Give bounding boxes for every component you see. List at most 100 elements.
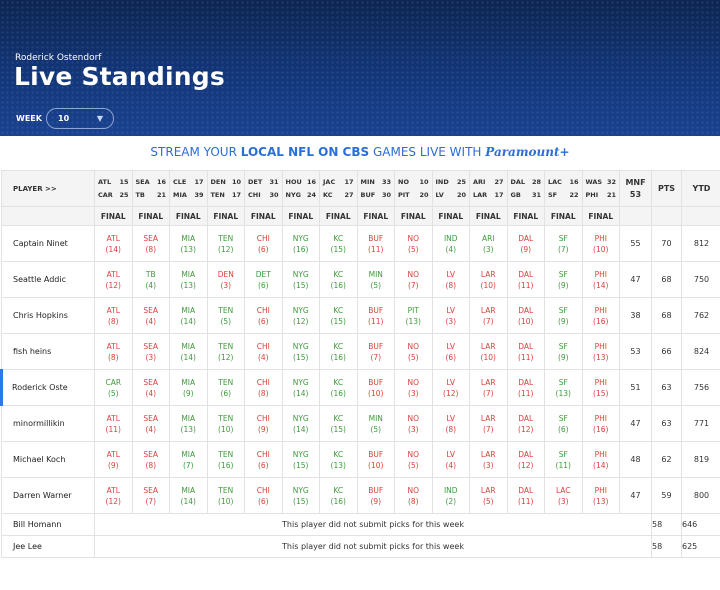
pick-cell: KC (16) [319,333,358,370]
matchup-away-line: IND 25 [436,176,467,189]
pick-cell: LAR (7) [469,405,508,442]
pick-cell: TEN (6) [206,369,245,406]
pts-header[interactable]: PTS [651,170,682,207]
pick-cell: ATL (8) [94,333,133,370]
player-name[interactable]: Captain Ninet [1,225,95,262]
player-name[interactable]: Bill Homann [1,513,95,536]
pick-team: DEN [217,269,234,279]
table-row[interactable]: Chris Hopkins ATL (8) SEA (4) MIA (14) TEN (5) CH… [1,297,720,334]
banner-texture [0,0,720,136]
table-row[interactable]: Jee Lee This player did not submit picks … [1,535,720,558]
player-sort-header[interactable]: PLAYER >> [1,170,95,207]
game-matchup-header[interactable]: DAL 28 GB 31 [506,170,545,207]
week-select[interactable]: 10 ▼ [46,108,114,129]
game-matchup-header[interactable]: IND 25 LV 20 [431,170,470,207]
pick-cell: BUF (10) [356,441,395,478]
game-matchup-header[interactable]: ARI 27 LAR 17 [469,170,508,207]
pick-confidence: (16) [330,496,346,506]
pick-confidence: (14) [105,244,121,254]
pick-cell: CHI (6) [244,477,283,514]
table-row[interactable]: Captain Ninet ATL (14) SEA (8) MIA (13) TEN (12)… [1,225,720,262]
owner-name: Roderick Ostendorf [15,53,102,63]
game-matchup-header[interactable]: DEN 10 TEN 17 [206,170,245,207]
pick-confidence: (9) [370,496,382,506]
game-matchup-header[interactable]: SEA 16 TB 21 [131,170,170,207]
pick-team: NO [407,449,419,459]
game-status-final: FINAL [356,206,395,226]
table-row[interactable]: Darren Warner ATL (12) SEA (7) MIA (14) TEN (10)… [1,477,720,514]
game-matchup-header[interactable]: NO 10 PIT 20 [394,170,433,207]
home-score: 20 [419,191,429,199]
table-row[interactable]: fish heins ATL (8) SEA (3) MIA (14) TEN (12) CHI(… [1,333,720,370]
pick-confidence: (5) [482,496,494,506]
table-row[interactable]: minormillikin ATL (11) SEA (4) MIA (13) TEN (10)… [1,405,720,442]
mnf-label: MNF [625,177,646,187]
game-matchup-header[interactable]: LAC 16 SF 22 [544,170,583,207]
player-name[interactable]: fish heins [1,333,95,370]
player-name[interactable]: Jee Lee [1,535,95,558]
pick-confidence: (7) [145,496,157,506]
away-team: LAC [548,178,562,186]
player-name[interactable]: Seattle Addic [1,261,95,298]
game-matchup-header[interactable]: HOU 16 NYG 24 [281,170,320,207]
player-name[interactable]: minormillikin [1,405,95,442]
pick-confidence: (11) [518,496,534,506]
pick-confidence: (16) [593,424,609,434]
pick-confidence: (11) [518,280,534,290]
game-matchup-header[interactable]: DET 31 CHI 30 [244,170,283,207]
pick-team: SEA [143,485,159,495]
pick-confidence: (13) [405,316,421,326]
pick-team: SEA [143,341,159,351]
matchup-away-line: SEA 16 [136,176,167,189]
pick-cell: SEA (8) [131,225,170,262]
table-row[interactable]: Bill Homann This player did not submit pi… [1,513,720,536]
player-name[interactable]: Roderick Oste [0,369,95,406]
pick-cell: ATL (9) [94,441,133,478]
pick-cell: SF (11) [544,441,583,478]
pick-cell: BUF (9) [356,477,395,514]
pick-cell: DAL (11) [506,369,545,406]
pick-team: PHI [594,377,607,387]
pick-cell: CHI (9) [244,405,283,442]
pick-confidence: (13) [593,496,609,506]
pts-value: 68 [651,261,682,298]
table-row[interactable]: Michael Koch ATL (9) SEA (8) MIA (7) TEN (16) CHI… [1,441,720,478]
matchup-home-line: LV 20 [436,189,467,202]
game-matchup-header[interactable]: MIN 33 BUF 30 [356,170,395,207]
pick-confidence: (8) [107,352,119,362]
pick-team: ATL [106,485,120,495]
pick-team: CHI [256,233,270,243]
player-name[interactable]: Michael Koch [1,441,95,478]
table-row[interactable]: Seattle Addic ATL (12) TB (4) MIA (13) DEN (3) DE… [1,261,720,298]
matchup-home-line: KC 27 [323,189,354,202]
game-matchup-header[interactable]: ATL 15 CAR 25 [94,170,133,207]
pts-value: 58 [651,535,682,558]
pick-team: SEA [143,233,159,243]
pick-cell: DAL (9) [506,225,545,262]
pick-team: BUF [368,485,384,495]
matchup-away-line: DEN 10 [211,176,242,189]
pick-confidence: (7) [557,244,569,254]
pick-confidence: (13) [555,388,571,398]
player-name[interactable]: Darren Warner [1,477,95,514]
table-row[interactable]: Roderick Oste CAR (5) SEA (4) MIA (9) TEN (6) CHI… [0,369,720,406]
game-matchup-header[interactable]: WAS 32 PHI 21 [581,170,620,207]
page-title: Live Standings [14,62,225,91]
game-matchup-header[interactable]: JAC 17 KC 27 [319,170,358,207]
promo-banner[interactable]: STREAM YOUR LOCAL NFL ON CBS GAMES LIVE … [0,136,720,170]
home-score: 25 [119,191,129,199]
promo-text-b: LOCAL NFL ON CBS [240,145,370,159]
home-score: 30 [269,191,279,199]
matchup-away-line: CLE 17 [173,176,204,189]
home-score: 21 [156,191,166,199]
matchup-home-line: NYG 24 [286,189,317,202]
pick-cell: ATL (8) [94,297,133,334]
game-matchup-header[interactable]: CLE 17 MIA 39 [169,170,208,207]
pick-cell: CHI (4) [244,333,283,370]
ytd-header[interactable]: YTD [681,170,720,207]
pick-team: NYG [292,413,309,423]
pick-team: NO [407,269,419,279]
pick-confidence: (5) [407,244,419,254]
player-name[interactable]: Chris Hopkins [1,297,95,334]
pick-team: MIA [181,377,196,387]
